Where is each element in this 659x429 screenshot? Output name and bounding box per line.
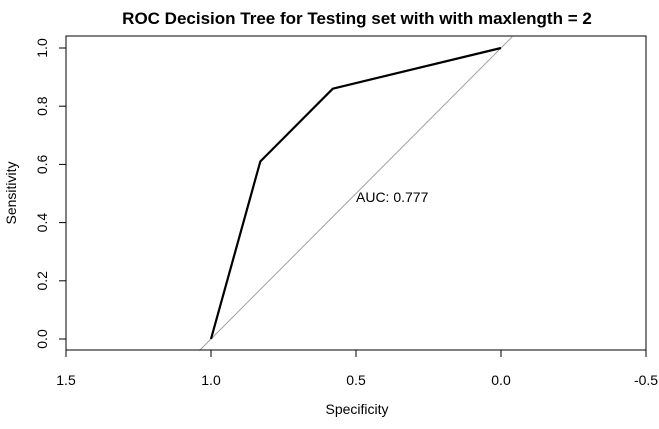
x-tick-label: 0.5	[346, 372, 366, 388]
series-layer	[209, 46, 502, 340]
y-axis-label: Sensitivity	[3, 161, 19, 224]
x-tick-label: -0.5	[634, 372, 658, 388]
reference-layer	[199, 36, 513, 351]
x-axis: 1.5 1.0 0.5 0.0 -0.5	[56, 349, 658, 388]
roc-curve	[209, 46, 502, 340]
auc-annotation: AUC: 0.777	[356, 189, 429, 205]
y-tick-label: 0.2	[34, 271, 50, 291]
x-tick-label: 0.0	[491, 372, 511, 388]
x-axis-label: Specificity	[325, 401, 388, 417]
x-tick-label: 1.5	[56, 372, 76, 388]
reference-diagonal	[199, 36, 513, 351]
x-tick-label: 1.0	[201, 372, 221, 388]
y-tick-label: 0.8	[34, 96, 50, 116]
y-tick-label: 0.0	[34, 329, 50, 349]
chart-title: ROC Decision Tree for Testing set with w…	[122, 9, 592, 28]
y-tick-label: 0.6	[34, 154, 50, 174]
y-tick-label: 1.0	[34, 38, 50, 58]
y-tick-label: 0.4	[34, 213, 50, 233]
y-axis: 0.0 0.2 0.4 0.6 0.8 1.0	[34, 38, 67, 349]
